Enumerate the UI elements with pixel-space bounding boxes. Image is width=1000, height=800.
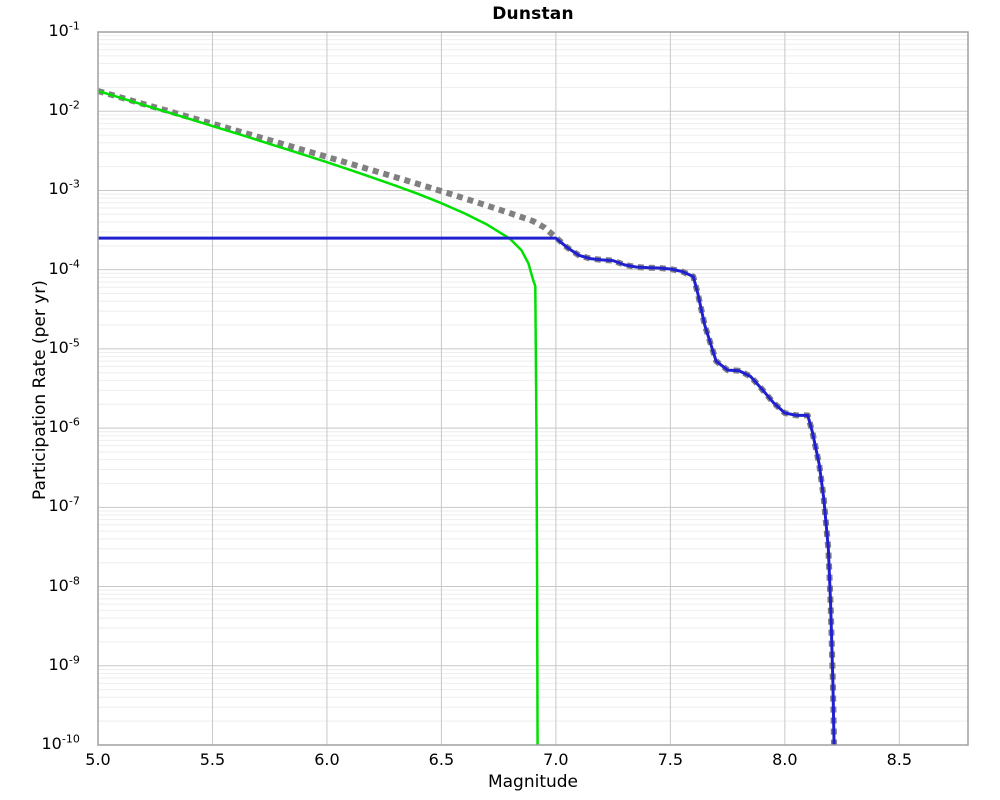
x-axis-tick-label: 8.0 — [772, 750, 798, 769]
x-axis-tick-label: 6.5 — [428, 750, 455, 769]
plot-frame — [97, 31, 969, 746]
y-axis-tick-label: 10-2 — [48, 98, 80, 120]
y-axis-tick-label: 10-4 — [48, 257, 80, 278]
x-axis-tick-label: 8.5 — [886, 750, 913, 769]
chart-title: Dunstan — [492, 4, 574, 24]
y-axis-tick-label: 10-10 — [41, 732, 80, 753]
plot-background — [98, 32, 968, 745]
y-axis-tick-label: 10-5 — [48, 336, 80, 357]
x-axis-tick-label: 7.0 — [543, 750, 569, 769]
y-axis-tick-label: 10-7 — [48, 495, 80, 516]
series-line-truncated-gr — [98, 89, 539, 745]
y-axis-tick-label: 10-3 — [48, 178, 80, 199]
x-axis-label: Magnitude — [487, 772, 579, 792]
x-axis-tick-label: 5.0 — [85, 750, 111, 769]
y-axis-label: Participation Rate (per yr) — [30, 280, 50, 500]
y-axis-tick-label: 10-9 — [48, 653, 80, 674]
x-axis-tick-label: 5.5 — [199, 750, 226, 769]
x-axis-tick-label: 7.5 — [657, 750, 684, 769]
y-axis-tick-label: 10-6 — [48, 415, 80, 437]
y-axis-tick-label: 10-1 — [48, 19, 80, 40]
x-axis-tick-label: 6.0 — [314, 750, 340, 769]
y-axis-tick-label: 10-8 — [48, 574, 80, 595]
series-line-characteristic-model — [98, 236, 836, 745]
